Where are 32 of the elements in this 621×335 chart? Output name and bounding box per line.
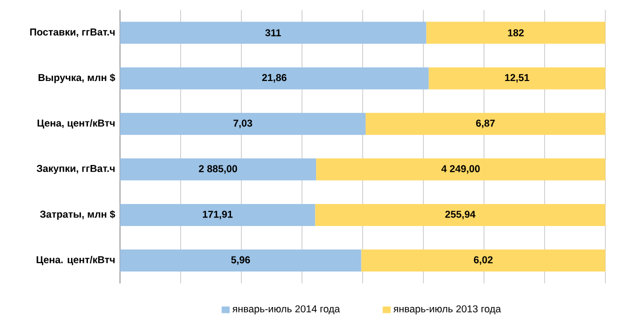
annotation: 6,02 (474, 256, 493, 265)
bar (120, 204, 316, 226)
bar (361, 250, 606, 272)
bar (120, 112, 366, 135)
annotation: 7,03 (234, 120, 252, 128)
annotation: 21,86 (262, 74, 286, 83)
annotation: 2 885,00 (198, 165, 238, 174)
bar (120, 22, 426, 44)
bar (316, 158, 606, 180)
y-tick-label: Затраты, млн $ (40, 210, 116, 220)
annotation: 6,87 (476, 120, 495, 128)
bar (120, 67, 429, 90)
annotation: 4 249,00 (441, 165, 480, 174)
y-tick-label: Выручка, млн $ (38, 74, 116, 84)
bar (366, 112, 606, 135)
bar (428, 67, 606, 90)
bar (120, 158, 316, 180)
annotation: 255,94 (445, 210, 476, 220)
bar (426, 22, 606, 44)
legend-label: январь-июль 2014 года (232, 305, 340, 314)
annotation: 12,51 (505, 74, 530, 83)
y-tick-label: Цена. цент/кВтч (36, 256, 115, 266)
annotation: 311 (265, 29, 281, 36)
bar (315, 204, 606, 226)
y-tick-label: Поставки, ггВат.ч (30, 28, 115, 37)
bar (120, 250, 362, 272)
annotation: 182 (508, 29, 524, 36)
annotation: 5,96 (231, 256, 250, 265)
y-tick-label: Цена, цент/кВтч (38, 119, 115, 128)
legend-label: январь-июль 2013 года (393, 305, 501, 314)
annotation: 171,91 (202, 210, 233, 220)
y-tick-label: Закупки, ггВат.ч (36, 164, 115, 174)
